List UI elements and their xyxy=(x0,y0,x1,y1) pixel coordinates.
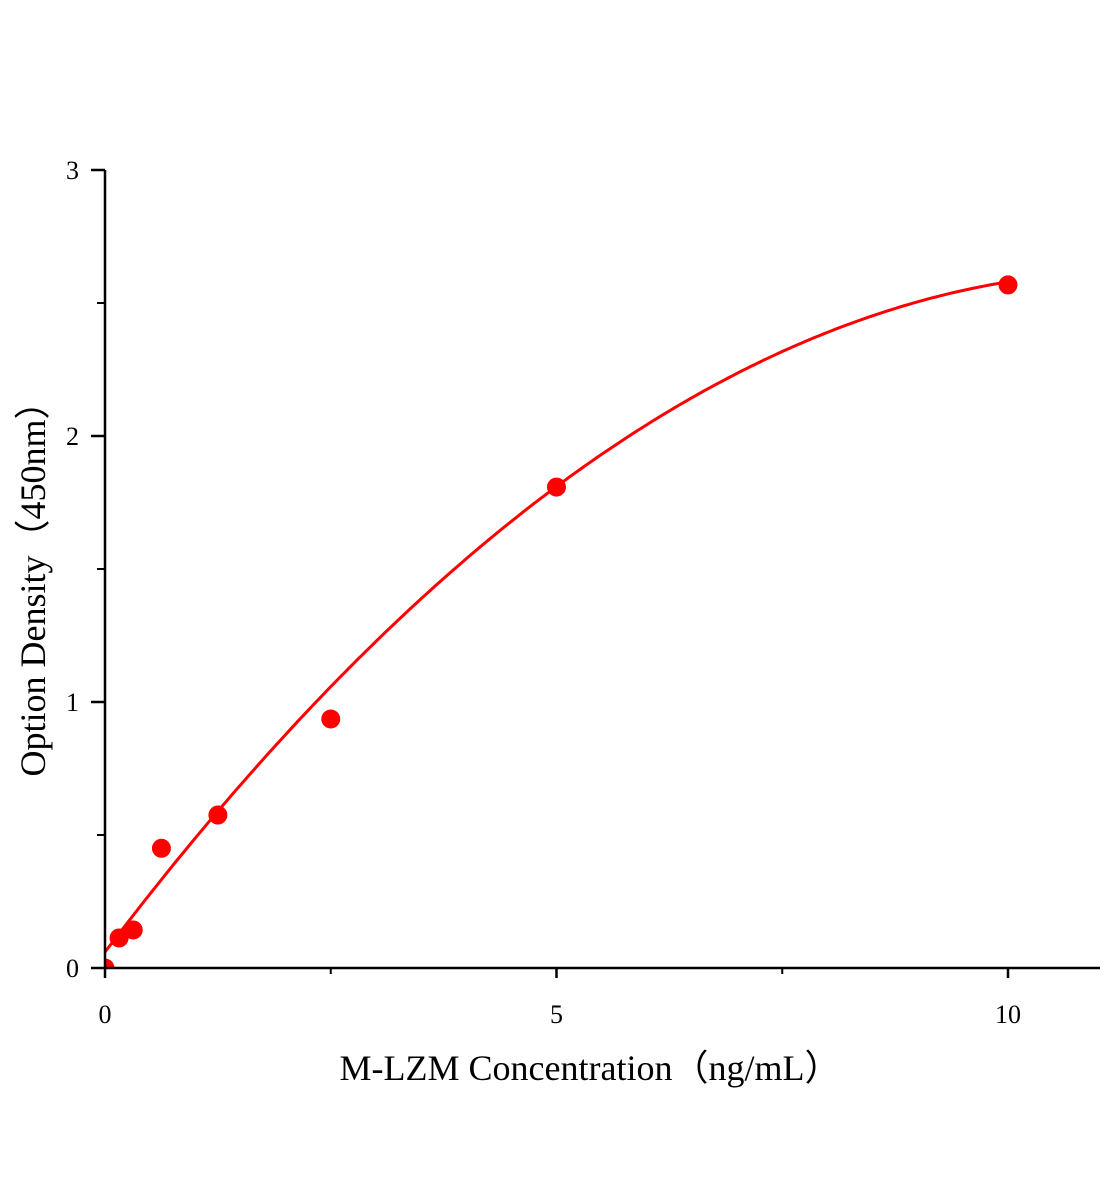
data-point xyxy=(151,838,171,858)
y-tick-label: 0 xyxy=(66,954,79,983)
data-point xyxy=(208,805,228,825)
data-point xyxy=(321,709,341,729)
x-tick-label: 0 xyxy=(99,1000,112,1029)
data-point xyxy=(105,958,115,968)
y-tick-label: 3 xyxy=(66,156,79,185)
y-tick-label: 1 xyxy=(66,688,79,717)
fit-curve xyxy=(103,280,1009,953)
x-tick-label: 5 xyxy=(550,1000,563,1029)
fit-curve-layer xyxy=(103,280,1009,953)
data-point xyxy=(109,928,129,948)
x-tick-label: 10 xyxy=(995,1000,1021,1029)
y-tick-label: 2 xyxy=(66,422,79,451)
axes-layer: 0 5 10 0 1 2 3 xyxy=(66,156,1100,1029)
y-axis-label: Option Density（450nm） xyxy=(13,384,53,777)
x-axis-label: M-LZM Concentration（ng/mL） xyxy=(340,1048,841,1088)
data-point xyxy=(547,477,566,497)
data-point xyxy=(998,275,1018,295)
data-point xyxy=(123,920,143,940)
data-points-layer xyxy=(105,275,1018,968)
